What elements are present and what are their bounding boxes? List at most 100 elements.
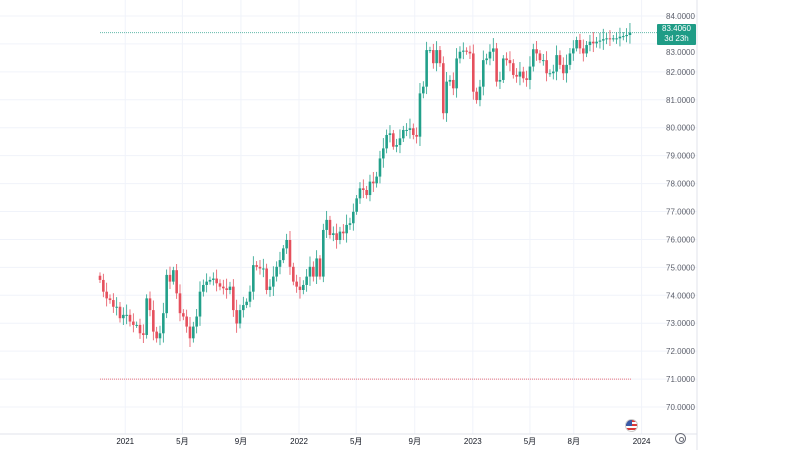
candle-down — [521, 71, 525, 79]
candle-down — [175, 270, 178, 294]
candle-down — [545, 60, 548, 74]
candle-up — [248, 291, 252, 302]
candle-up — [322, 229, 325, 277]
candle-up — [448, 79, 452, 82]
y-tick-label: 80.0000 — [666, 124, 695, 133]
candle-down — [432, 50, 435, 64]
candle-up — [621, 36, 625, 38]
candle-down — [142, 333, 145, 335]
candle-up — [348, 223, 352, 225]
us-flag-icon[interactable] — [625, 419, 638, 432]
x-tick-label: 5月 — [176, 437, 188, 446]
x-tick-label: 9月 — [235, 437, 247, 446]
candle-up — [455, 58, 458, 89]
candle-up — [172, 270, 175, 282]
candle-down — [188, 326, 192, 339]
candle-up — [198, 291, 202, 317]
candle-up — [375, 176, 378, 184]
gear-icon[interactable] — [675, 433, 686, 444]
candle-down — [438, 50, 442, 64]
y-tick-label: 76.0000 — [666, 235, 695, 244]
candle-down — [608, 38, 612, 40]
bar-countdown: 3d 23h — [664, 34, 689, 43]
candle-up — [315, 258, 318, 277]
candle-up — [615, 38, 618, 40]
candle-down — [342, 231, 345, 234]
candle-up — [595, 41, 598, 44]
candle-up — [208, 279, 212, 282]
candle-down — [108, 298, 112, 301]
x-tick-label: 5月 — [350, 437, 362, 446]
candle-up — [115, 306, 118, 308]
candle-up — [428, 50, 432, 52]
candle-up — [458, 51, 462, 59]
candle-down — [392, 133, 395, 147]
candle-up — [398, 138, 402, 146]
candle-down — [505, 58, 508, 61]
candle-up — [272, 276, 275, 287]
candle-up — [338, 231, 342, 240]
candle-down — [415, 134, 418, 137]
x-tick-label: 8月 — [568, 437, 580, 446]
candle-up — [555, 55, 558, 72]
last-price-value: 83.4060 — [662, 24, 691, 33]
candle-up — [628, 32, 632, 35]
x-tick-label: 2022 — [290, 437, 308, 446]
candle-down — [138, 324, 142, 334]
candle-down — [155, 331, 158, 339]
y-tick-label: 83.0000 — [666, 48, 695, 57]
candle-up — [422, 86, 425, 94]
candle-up — [611, 38, 615, 40]
candle-up — [551, 71, 555, 74]
candle-up — [481, 60, 485, 87]
candle-down — [578, 40, 582, 49]
candle-down — [298, 286, 302, 290]
candle-down — [475, 91, 478, 101]
candle-up — [618, 36, 622, 39]
candle-up — [122, 314, 125, 319]
candle-down — [538, 53, 542, 61]
candle-down — [182, 313, 185, 317]
candle-down — [148, 298, 152, 311]
y-tick-label: 72.0000 — [666, 347, 695, 356]
candle-down — [362, 188, 365, 191]
candle-down — [508, 60, 512, 64]
candle-down — [222, 286, 225, 289]
candle-down — [451, 79, 455, 89]
candle-down — [132, 321, 135, 325]
candle-down — [218, 283, 222, 287]
candle-up — [242, 305, 245, 311]
candle-up — [228, 286, 232, 290]
x-tick-label: 9月 — [409, 437, 421, 446]
candle-up — [585, 45, 588, 54]
candle-down — [525, 78, 528, 80]
candle-down — [558, 55, 562, 65]
candle-up — [195, 316, 198, 327]
candle-up — [162, 313, 165, 334]
candle-up — [302, 284, 305, 290]
candle-down — [591, 41, 595, 44]
candle-up — [385, 134, 388, 149]
candle-down — [412, 128, 415, 135]
candle-up — [382, 148, 385, 159]
candle-up — [408, 128, 412, 130]
candle-down — [102, 279, 105, 292]
candle-down — [465, 50, 468, 52]
candle-down — [152, 310, 155, 332]
candle-up — [568, 53, 572, 65]
candle-down — [581, 48, 585, 54]
candle-up — [145, 298, 148, 335]
candle-down — [255, 265, 258, 267]
y-tick-label: 70.0000 — [666, 403, 695, 412]
candle-down — [441, 63, 445, 114]
candle-up — [575, 40, 578, 49]
candle-up — [478, 86, 482, 101]
y-tick-label: 79.0000 — [666, 152, 695, 161]
y-tick-label: 75.0000 — [666, 263, 695, 272]
candle-up — [368, 181, 372, 196]
candle-up — [498, 79, 502, 82]
candle-up — [358, 188, 362, 199]
candle-up — [202, 284, 205, 292]
candle-up — [571, 48, 575, 54]
